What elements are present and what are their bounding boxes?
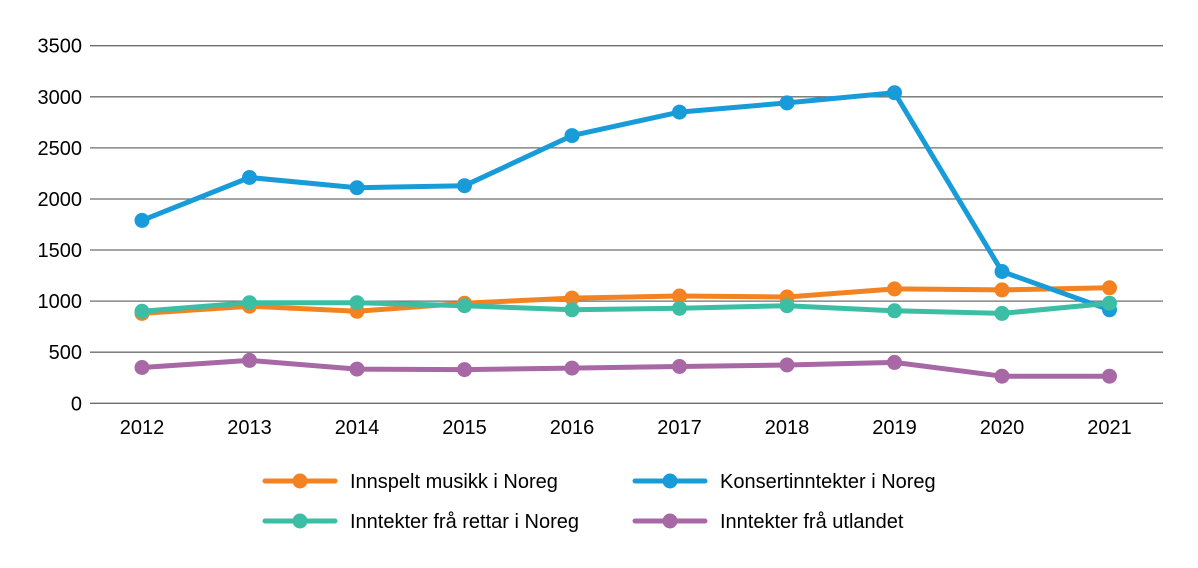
data-point-inntekter-fr-utlandet-2019 <box>887 354 902 370</box>
series-konsertinntekter-i-noreg <box>134 85 1117 318</box>
y-tick-label-500: 500 <box>49 342 82 364</box>
data-point-inntekter-fr-utlandet-2016 <box>564 360 580 376</box>
series-line-inntekter-fr-rettar-i-noreg <box>139 300 1112 316</box>
data-point-inntekter-fr-rettar-i-noreg-2017 <box>672 300 687 316</box>
data-point-inntekter-fr-rettar-i-noreg-2020 <box>994 305 1010 321</box>
data-point-inntekter-fr-rettar-i-noreg-2013 <box>242 295 257 311</box>
y-tick-label-1500: 1500 <box>38 240 83 262</box>
data-point-inntekter-fr-rettar-i-noreg-2019 <box>887 303 902 319</box>
legend-item-inntekter-fr-utlandet: Inntekter frå utlandet <box>632 511 904 533</box>
legend-dot-icon <box>662 473 678 489</box>
y-tick-label-3500: 3500 <box>38 36 83 58</box>
legend-label: Inntekter frå utlandet <box>720 511 904 533</box>
legend-label: Konsertinntekter i Noreg <box>720 471 936 493</box>
data-point-inntekter-fr-rettar-i-noreg-2016 <box>564 302 580 318</box>
series-line-inntekter-fr-utlandet <box>139 357 1112 379</box>
y-tick-label-2000: 2000 <box>38 189 83 211</box>
data-point-konsertinntekter-i-noreg-2014 <box>349 180 365 196</box>
legend-dot-icon <box>662 513 678 529</box>
data-point-konsertinntekter-i-noreg-2018 <box>779 95 795 111</box>
x-tick-label-2019: 2019 <box>872 417 917 439</box>
legend-item-innspelt-musikk-i-noreg: Innspelt musikk i Noreg <box>262 471 558 493</box>
x-tick-label-2017: 2017 <box>657 417 702 439</box>
data-point-innspelt-musikk-i-noreg-2016 <box>564 290 580 306</box>
data-point-inntekter-fr-utlandet-2017 <box>672 359 687 374</box>
data-point-inntekter-fr-utlandet-2018 <box>779 357 795 373</box>
y-tick-label-1000: 1000 <box>38 291 83 313</box>
y-tick-label-2500: 2500 <box>38 138 83 160</box>
legend-label: Inntekter frå rettar i Noreg <box>350 511 579 533</box>
data-point-inntekter-fr-rettar-i-noreg-2014 <box>349 295 365 311</box>
legend-dot-icon <box>292 513 308 529</box>
data-point-konsertinntekter-i-noreg-2015 <box>457 178 472 194</box>
data-point-inntekter-fr-rettar-i-noreg-2012 <box>134 303 150 319</box>
x-tick-label-2018: 2018 <box>765 417 810 439</box>
data-point-inntekter-fr-utlandet-2012 <box>134 360 150 375</box>
data-point-innspelt-musikk-i-noreg-2019 <box>887 281 902 297</box>
series-inntekter-fr-utlandet <box>134 352 1117 384</box>
series-line-innspelt-musikk-i-noreg <box>139 285 1112 316</box>
legend-item-inntekter-fr-rettar-i-noreg: Inntekter frå rettar i Noreg <box>262 511 579 533</box>
x-tick-label-2014: 2014 <box>335 417 380 439</box>
legend-label: Innspelt musikk i Noreg <box>350 471 558 493</box>
x-tick-label-2020: 2020 <box>980 417 1025 439</box>
data-point-innspelt-musikk-i-noreg-2020 <box>994 282 1010 298</box>
data-point-inntekter-fr-utlandet-2020 <box>994 368 1010 384</box>
x-tick-label-2012: 2012 <box>120 417 165 439</box>
data-point-inntekter-fr-rettar-i-noreg-2018 <box>779 298 795 314</box>
data-point-konsertinntekter-i-noreg-2016 <box>564 128 580 144</box>
data-point-inntekter-fr-utlandet-2013 <box>242 352 257 368</box>
series-line-konsertinntekter-i-noreg <box>139 90 1112 313</box>
legend-dot-icon <box>292 473 308 489</box>
x-tick-label-2021: 2021 <box>1087 417 1132 439</box>
data-point-innspelt-musikk-i-noreg-2021 <box>1102 280 1117 296</box>
data-point-inntekter-fr-utlandet-2021 <box>1102 368 1117 384</box>
series-inntekter-fr-rettar-i-noreg <box>134 295 1117 321</box>
x-tick-label-2015: 2015 <box>442 417 487 439</box>
legend-item-konsertinntekter-i-noreg: Konsertinntekter i Noreg <box>632 471 936 493</box>
x-tick-label-2016: 2016 <box>550 417 595 439</box>
data-point-inntekter-fr-utlandet-2014 <box>349 361 365 377</box>
data-point-konsertinntekter-i-noreg-2013 <box>242 170 257 185</box>
data-point-konsertinntekter-i-noreg-2019 <box>887 85 902 101</box>
data-point-konsertinntekter-i-noreg-2020 <box>994 264 1010 279</box>
data-point-inntekter-fr-rettar-i-noreg-2021 <box>1102 295 1117 311</box>
y-tick-label-3000: 3000 <box>38 87 83 109</box>
x-tick-label-2013: 2013 <box>227 417 272 439</box>
data-point-inntekter-fr-rettar-i-noreg-2015 <box>457 298 472 314</box>
data-point-inntekter-fr-utlandet-2015 <box>457 362 472 378</box>
data-point-konsertinntekter-i-noreg-2012 <box>134 212 150 228</box>
data-point-konsertinntekter-i-noreg-2017 <box>672 104 687 120</box>
y-tick-label-0: 0 <box>71 393 82 415</box>
data-point-innspelt-musikk-i-noreg-2017 <box>672 288 687 304</box>
